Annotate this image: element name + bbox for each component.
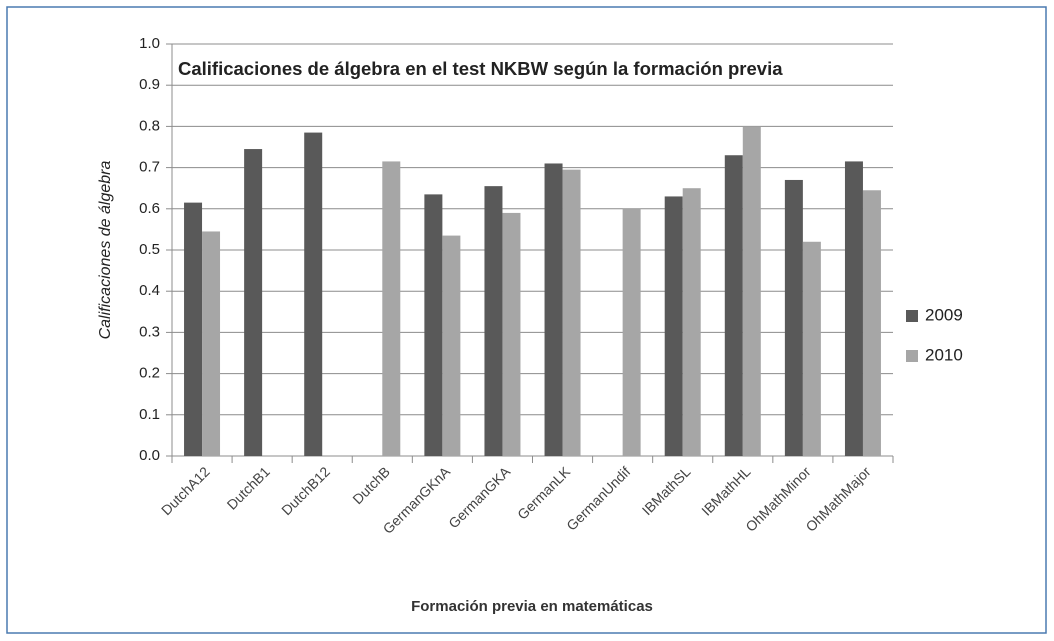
- frame: [6, 6, 1047, 634]
- bar: [784, 179, 803, 456]
- bar: [202, 231, 221, 456]
- bar: [622, 208, 641, 456]
- bar: [184, 202, 203, 456]
- y-tick-label: 0.3: [139, 323, 160, 340]
- x-axis-title: Formación previa en matemáticas: [411, 598, 653, 615]
- bar: [862, 190, 881, 456]
- y-tick-label: 0.0: [139, 447, 160, 464]
- chart-title: Calificaciones de álgebra en el test NKB…: [178, 58, 783, 79]
- y-tick-label: 0.8: [139, 117, 160, 134]
- y-tick-label: 0.9: [139, 76, 160, 93]
- bar: [304, 132, 323, 456]
- y-tick-label: 0.6: [139, 200, 160, 217]
- bar: [844, 161, 863, 457]
- y-tick-label: 0.2: [139, 365, 160, 382]
- legend-swatch: [906, 350, 918, 362]
- bar: [484, 186, 503, 456]
- y-tick-label: 0.5: [139, 241, 160, 258]
- bar: [724, 155, 743, 457]
- bar: [664, 196, 683, 456]
- y-tick-label: 0.7: [139, 159, 160, 176]
- y-axis-title: Calificaciones de álgebra: [97, 161, 114, 340]
- legend-label: 2010: [925, 345, 963, 364]
- bar: [502, 212, 521, 456]
- legend-swatch: [906, 310, 918, 322]
- bar: [742, 126, 761, 457]
- bar: [544, 163, 563, 457]
- bar: [382, 161, 401, 457]
- y-tick-label: 0.4: [139, 282, 160, 299]
- y-tick-label: 0.1: [139, 406, 160, 423]
- bar: [442, 235, 461, 456]
- bar: [424, 194, 443, 456]
- legend-label: 2009: [925, 305, 963, 324]
- bar: [562, 169, 581, 456]
- bar: [802, 241, 821, 456]
- bar: [682, 188, 701, 456]
- bar: [244, 149, 263, 456]
- y-tick-label: 1.0: [139, 35, 160, 52]
